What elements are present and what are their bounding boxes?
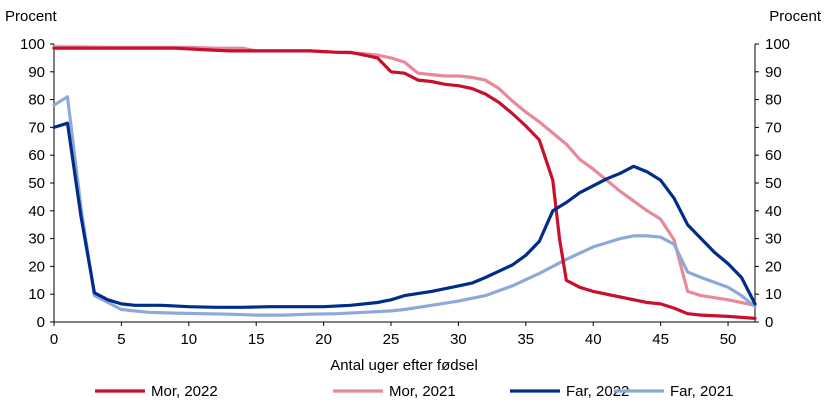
x-tick-label: 5 (117, 331, 125, 348)
series-line-mor-2021 (52, 45, 757, 307)
x-tick-label: 50 (720, 331, 737, 348)
y-tick-label-left: 90 (28, 64, 45, 81)
series-line-mor-2022 (52, 46, 757, 320)
x-axis-title: Antal uger efter fødsel (330, 357, 478, 374)
legend-label: Mor, 2021 (389, 383, 456, 400)
y-tick-label-right: 70 (765, 119, 782, 136)
y-tick-label-left: 80 (28, 92, 45, 109)
x-tick-label: 40 (585, 331, 602, 348)
x-tick-label: 10 (180, 331, 197, 348)
y-tick-label-left: 30 (28, 231, 45, 248)
legend-label: Far, 2021 (670, 383, 733, 400)
y-tick-label-right: 100 (765, 36, 790, 53)
legend-label: Far, 2022 (566, 383, 629, 400)
legend-label: Mor, 2022 (151, 383, 218, 400)
y-tick-label-left: 100 (20, 36, 45, 53)
x-tick-label: 35 (517, 331, 534, 348)
y-tick-label-left: 40 (28, 203, 45, 220)
y-tick-label-right: 50 (765, 175, 782, 192)
y-tick-label-right: 0 (765, 314, 773, 331)
y-axis-title-right: Procent (769, 8, 822, 25)
x-tick-label: 30 (450, 331, 467, 348)
series-line-far-2021 (52, 95, 757, 317)
x-tick-label: 45 (652, 331, 669, 348)
x-tick-label: 15 (248, 331, 265, 348)
y-tick-label-right: 10 (765, 286, 782, 303)
y-tick-label-right: 20 (765, 258, 782, 275)
y-tick-label-right: 80 (765, 92, 782, 109)
y-tick-label-left: 20 (28, 258, 45, 275)
y-tick-label-left: 60 (28, 147, 45, 164)
y-tick-label-right: 90 (765, 64, 782, 81)
x-tick-label: 0 (50, 331, 58, 348)
y-tick-label-left: 70 (28, 119, 45, 136)
y-tick-label-right: 30 (765, 231, 782, 248)
y-tick-label-right: 40 (765, 203, 782, 220)
series-line-far-2022 (52, 121, 757, 309)
y-tick-label-left: 0 (37, 314, 45, 331)
x-tick-label: 20 (315, 331, 332, 348)
y-axis-title-left: Procent (5, 8, 58, 25)
y-tick-label-left: 50 (28, 175, 45, 192)
y-tick-label-left: 10 (28, 286, 45, 303)
series-lines (52, 45, 757, 320)
x-tick-label: 25 (383, 331, 400, 348)
y-tick-label-right: 60 (765, 147, 782, 164)
legend: Mor, 2022 Mor, 2021 Far, 2022 Far, 2021 (95, 383, 733, 400)
